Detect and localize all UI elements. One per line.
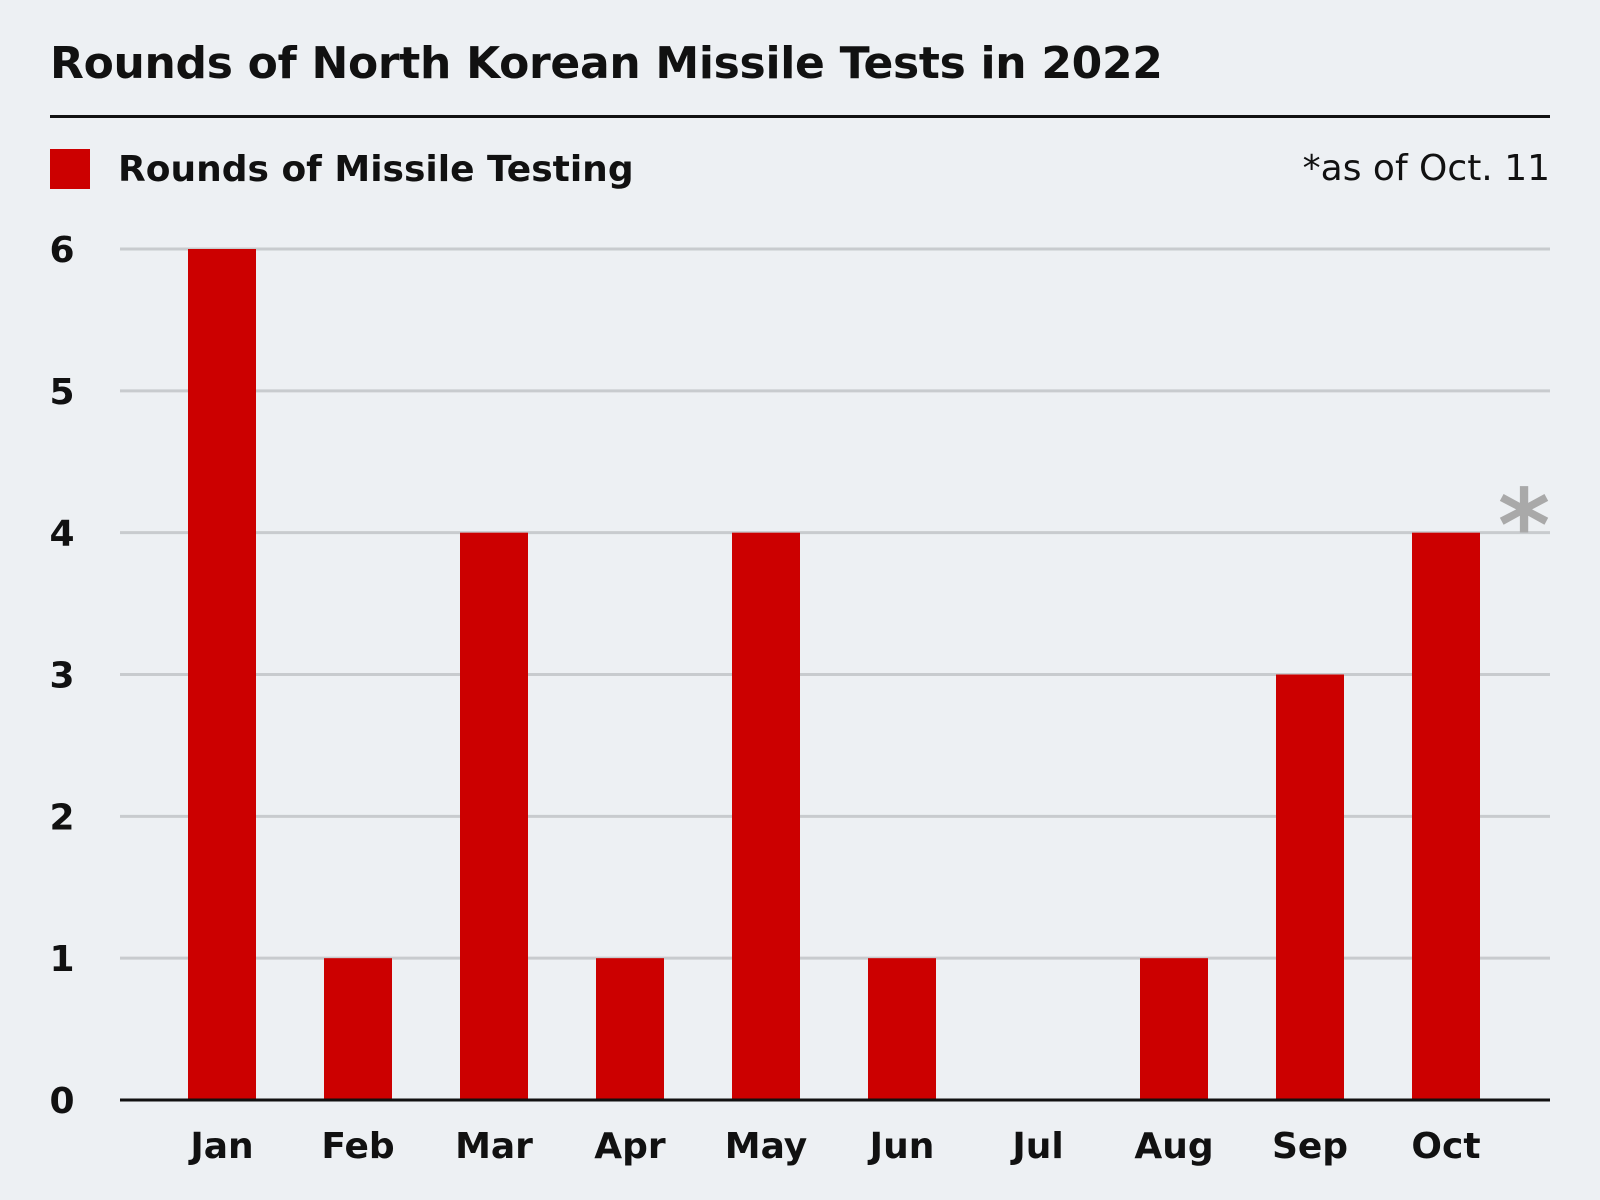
bar-oct — [1412, 532, 1480, 1100]
y-tick-label: 6 — [49, 230, 74, 271]
x-tick-label: Jan — [187, 1126, 253, 1167]
bar-feb — [324, 958, 392, 1100]
y-tick-label: 2 — [49, 797, 74, 838]
y-tick-label: 0 — [49, 1081, 74, 1122]
x-tick-label: Aug — [1134, 1126, 1213, 1167]
bar-sep — [1276, 674, 1344, 1100]
x-tick-label: Mar — [455, 1126, 533, 1167]
bar-aug — [1140, 958, 1208, 1100]
legend: Rounds of Missile Testing — [50, 148, 634, 190]
y-tick-label: 4 — [49, 514, 74, 555]
x-tick-label: May — [725, 1126, 807, 1167]
annotation-asterisk: * — [1498, 468, 1550, 585]
x-tick-label: Jun — [867, 1126, 935, 1167]
legend-swatch — [50, 149, 90, 189]
footnote: *as of Oct. 11 — [1302, 148, 1550, 189]
bar-mar — [460, 532, 528, 1100]
x-tick-label: Jul — [1009, 1126, 1063, 1167]
y-tick-label: 5 — [49, 372, 74, 413]
legend-label: Rounds of Missile Testing — [118, 148, 634, 190]
bar-apr — [596, 958, 664, 1100]
chart-title: Rounds of North Korean Missile Tests in … — [50, 38, 1163, 89]
x-tick-label: Sep — [1272, 1126, 1348, 1167]
x-tick-label: Apr — [594, 1126, 666, 1167]
x-tick-label: Feb — [321, 1126, 394, 1167]
y-tick-label: 3 — [49, 656, 74, 697]
title-divider — [50, 115, 1550, 118]
bar-jan — [188, 249, 256, 1100]
bar-jun — [868, 958, 936, 1100]
y-tick-label: 1 — [49, 939, 74, 980]
x-tick-label: Oct — [1411, 1126, 1480, 1167]
bar-may — [732, 532, 800, 1100]
